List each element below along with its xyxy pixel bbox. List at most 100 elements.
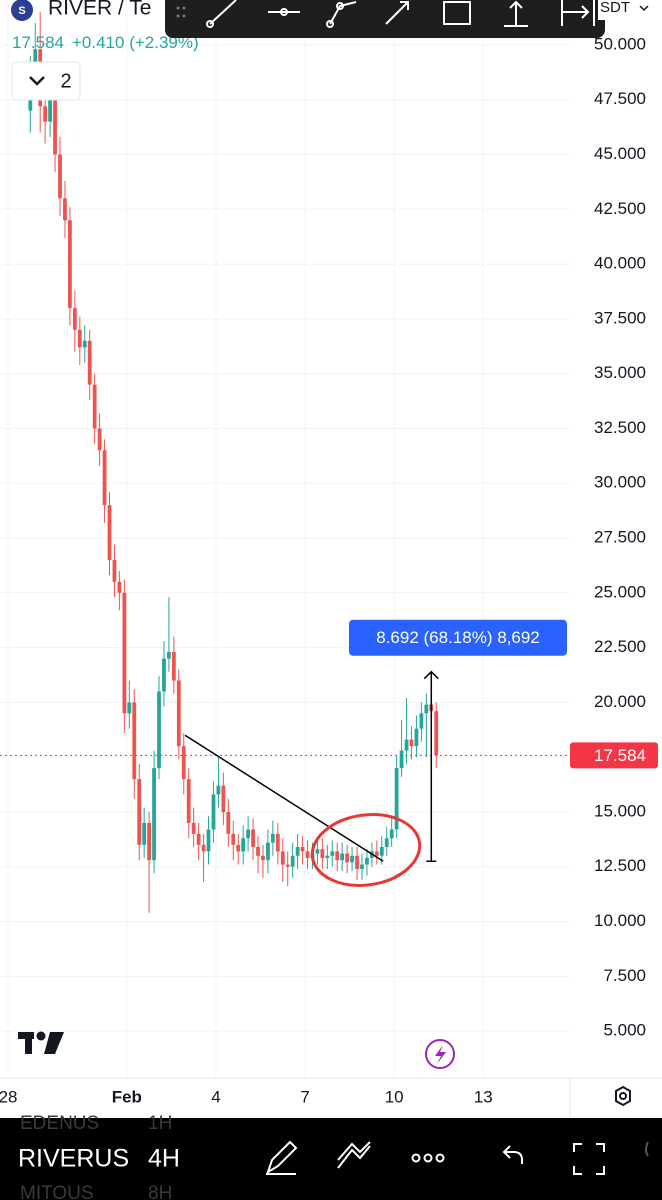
more-edge: [645, 1141, 649, 1157]
axes: 5.0007.50010.00012.50015.00017.50020.000…: [0, 34, 658, 1106]
candle-body: [360, 864, 364, 869]
candle-body: [404, 739, 409, 751]
logo-letter: S: [18, 5, 25, 17]
x-tick-label: 4: [211, 1087, 220, 1106]
symbol-picker[interactable]: RIVERUS: [18, 1145, 129, 1173]
toolbar-icons: [176, 0, 595, 28]
candle-body: [270, 833, 275, 843]
candle-body: [335, 851, 340, 861]
y-tick-label: 40.000: [594, 254, 646, 273]
candle-body: [102, 450, 107, 506]
y-tick-label: 27.500: [594, 527, 646, 546]
tradingview-logo: [18, 1031, 64, 1054]
trendline: [184, 734, 384, 862]
candle-body: [226, 811, 231, 834]
indicators-button[interactable]: [337, 1141, 371, 1169]
candle-body: [82, 340, 87, 348]
more-dot: [435, 1153, 445, 1163]
candle-body: [58, 154, 62, 199]
candle-body: [325, 855, 330, 858]
header-quote: 17.584 +0.410 (+2.39%): [12, 33, 199, 52]
undo-button[interactable]: [502, 1145, 523, 1164]
arrow-tool[interactable]: [385, 1, 409, 25]
candle-body: [112, 559, 117, 582]
y-tick-label: 20.000: [594, 692, 646, 711]
interval-picker[interactable]: 4H: [148, 1145, 180, 1173]
currency-chip: [598, 0, 662, 20]
candle-body: [77, 329, 82, 348]
candle-body: [300, 847, 305, 852]
tool-dot: [326, 20, 334, 28]
candle-body: [157, 691, 161, 769]
y-tick-label: 42.500: [594, 199, 646, 218]
measure-label: 8.692 (68.18%) 8,692: [376, 628, 540, 647]
y-tick-label: 25.000: [594, 582, 646, 601]
tool-dot: [280, 8, 288, 16]
x-tick-label: 10: [385, 1087, 404, 1106]
candle-body: [236, 844, 241, 852]
chevron: [639, 5, 649, 12]
trendline-tool[interactable]: [209, 0, 237, 25]
drag-handle[interactable]: [176, 6, 180, 10]
measure-arrow: [423, 670, 439, 680]
candle-body: [345, 853, 350, 863]
candle-body: [315, 849, 320, 854]
path-tool[interactable]: [329, 1, 357, 25]
candle-body: [162, 658, 166, 692]
candle-body: [285, 864, 290, 867]
candle-body: [389, 829, 394, 839]
drag-handle: [182, 14, 186, 18]
candle-body: [221, 785, 226, 812]
settings-button[interactable]: [615, 1085, 631, 1107]
y-tick-label: 35.000: [594, 363, 646, 382]
candle-body: [72, 307, 77, 330]
y-tick-label: 50.000: [594, 34, 646, 53]
layout-dropdown[interactable]: [11, 61, 81, 101]
candle-body: [394, 768, 399, 830]
x-tick-label: Feb: [112, 1087, 142, 1106]
date-range-tool[interactable]: [561, 0, 595, 26]
candle-body: [142, 822, 147, 845]
last-price-badge: [570, 742, 658, 769]
chevron: [29, 76, 45, 86]
fullscreen-button[interactable]: [573, 1143, 605, 1175]
prev-symbol: EDENUS: [20, 1113, 99, 1134]
candle-body: [374, 851, 379, 856]
y-tick-label: 45.000: [594, 144, 646, 163]
candle-body: [201, 844, 206, 852]
drawing-toolbar: [165, 0, 605, 38]
last-price: 17.584: [12, 33, 64, 52]
candle-body: [186, 779, 191, 823]
draw-button[interactable]: [266, 1140, 298, 1175]
candle-body: [419, 713, 424, 729]
y-tick-label: 47.500: [594, 89, 646, 108]
candle-body: [92, 384, 97, 429]
candle-body: [305, 851, 310, 858]
candle-body: [355, 855, 359, 869]
lightning-button[interactable]: [425, 1039, 455, 1069]
candle-body: [167, 651, 171, 659]
candle-body: [275, 833, 280, 852]
drag-handle: [176, 14, 180, 18]
bottom-icons: [266, 1140, 649, 1175]
x-tick-label: 13: [474, 1087, 493, 1106]
candle-body: [181, 746, 186, 780]
more-dot: [423, 1153, 433, 1163]
candle-body: [206, 829, 211, 852]
lightning-icon: [435, 1045, 446, 1064]
y-tick-label: 12.500: [594, 856, 646, 875]
candle-body: [132, 702, 137, 780]
candle-body: [63, 198, 67, 221]
price-range-tool[interactable]: [504, 0, 528, 27]
candle-body: [107, 505, 112, 560]
rectangle-tool[interactable]: [443, 1, 471, 25]
candle-body: [350, 855, 354, 863]
y-tick-label: 15.000: [594, 801, 646, 820]
candle-body: [137, 779, 142, 845]
symbol[interactable]: RIVER / Te: [48, 0, 151, 20]
currency[interactable]: SDT: [600, 0, 630, 16]
more-button[interactable]: [411, 1153, 421, 1163]
